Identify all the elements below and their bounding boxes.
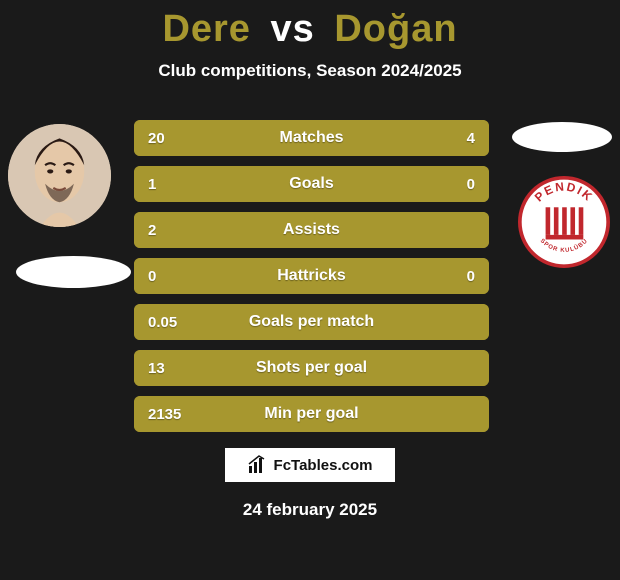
title-right: Doğan xyxy=(334,8,457,50)
stat-row: Matches20 4 xyxy=(134,120,489,156)
stat-value-left: 2 xyxy=(148,212,156,248)
stat-value-left: 1 xyxy=(148,166,156,202)
club-crest-right: PENDIK SPOR KULÜBÜ xyxy=(518,176,610,268)
title-left: Dere xyxy=(162,8,251,50)
stat-value-left: 0 xyxy=(148,258,156,294)
stat-bars: Matches204Goals10Assists2Hattricks00Goal… xyxy=(134,120,489,442)
stat-row: Goals1 0 xyxy=(134,166,489,202)
stat-label: Matches xyxy=(134,120,489,156)
stat-value-left: 13 xyxy=(148,350,165,386)
stat-row: Hattricks0 0 xyxy=(134,258,489,294)
stat-row: Shots per goal13 xyxy=(134,350,489,386)
stat-label: Goals per match xyxy=(134,304,489,340)
stat-label: Shots per goal xyxy=(134,350,489,386)
stat-row: Min per goal2135 xyxy=(134,396,489,432)
chart-icon xyxy=(248,455,268,475)
stat-value-left: 2135 xyxy=(148,396,181,432)
player-photo-left xyxy=(8,124,111,227)
stat-label: Min per goal xyxy=(134,396,489,432)
player-face-icon xyxy=(8,124,111,227)
brand-text: FcTables.com xyxy=(274,457,373,474)
stat-label: Assists xyxy=(134,212,489,248)
stat-value-left: 0.05 xyxy=(148,304,177,340)
stat-row: Assists2 xyxy=(134,212,489,248)
page-title: Dere vs Doğan xyxy=(0,0,620,51)
team-badge-right xyxy=(512,122,612,152)
stat-value-right: 4 xyxy=(467,120,475,156)
title-mid: vs xyxy=(271,8,315,50)
subtitle: Club competitions, Season 2024/2025 xyxy=(0,61,620,81)
brand-badge: FcTables.com xyxy=(225,448,395,482)
stat-label: Hattricks xyxy=(134,258,489,294)
stat-value-right: 0 xyxy=(467,166,475,202)
stat-row: Goals per match0.05 xyxy=(134,304,489,340)
stat-value-right: 0 xyxy=(467,258,475,294)
stat-label: Goals xyxy=(134,166,489,202)
club-crest-icon: PENDIK SPOR KULÜBÜ xyxy=(518,176,610,268)
team-badge-left xyxy=(16,256,131,288)
date-text: 24 february 2025 xyxy=(0,500,620,520)
stat-value-left: 20 xyxy=(148,120,165,156)
